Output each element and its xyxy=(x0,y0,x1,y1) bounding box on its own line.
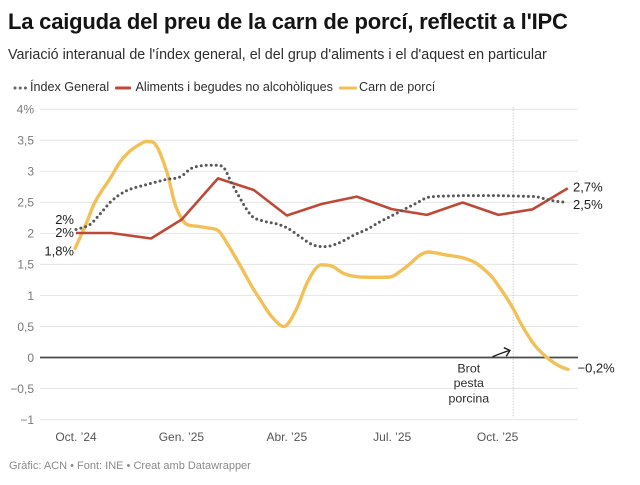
svg-text:1: 1 xyxy=(27,289,34,303)
svg-text:2,7%: 2,7% xyxy=(573,180,603,195)
svg-text:Gen. ’25: Gen. ’25 xyxy=(159,430,205,444)
svg-text:0,5: 0,5 xyxy=(17,320,34,334)
svg-text:2,5: 2,5 xyxy=(17,196,34,210)
svg-text:Abr. ’25: Abr. ’25 xyxy=(266,430,307,444)
svg-text:1,8%: 1,8% xyxy=(44,243,74,258)
svg-text:2,5%: 2,5% xyxy=(573,197,603,212)
svg-text:4%: 4% xyxy=(17,103,35,117)
svg-text:2: 2 xyxy=(27,227,34,241)
svg-text:Brot: Brot xyxy=(457,362,480,376)
svg-text:Oct. ’25: Oct. ’25 xyxy=(477,430,519,444)
svg-text:−0,5: −0,5 xyxy=(10,382,34,396)
svg-text:3: 3 xyxy=(27,165,34,179)
svg-text:porcina: porcina xyxy=(448,392,489,406)
svg-text:Jul. ’25: Jul. ’25 xyxy=(373,430,411,444)
svg-text:pesta: pesta xyxy=(454,376,484,390)
svg-text:2%: 2% xyxy=(55,212,74,227)
svg-text:−0,2%: −0,2% xyxy=(578,361,616,376)
svg-text:1,5: 1,5 xyxy=(17,258,34,272)
svg-text:2%: 2% xyxy=(55,225,74,240)
svg-text:−1: −1 xyxy=(20,413,34,427)
svg-text:3,5: 3,5 xyxy=(17,134,34,148)
svg-text:Oct. ’24: Oct. ’24 xyxy=(55,430,97,444)
svg-text:0: 0 xyxy=(27,351,34,365)
